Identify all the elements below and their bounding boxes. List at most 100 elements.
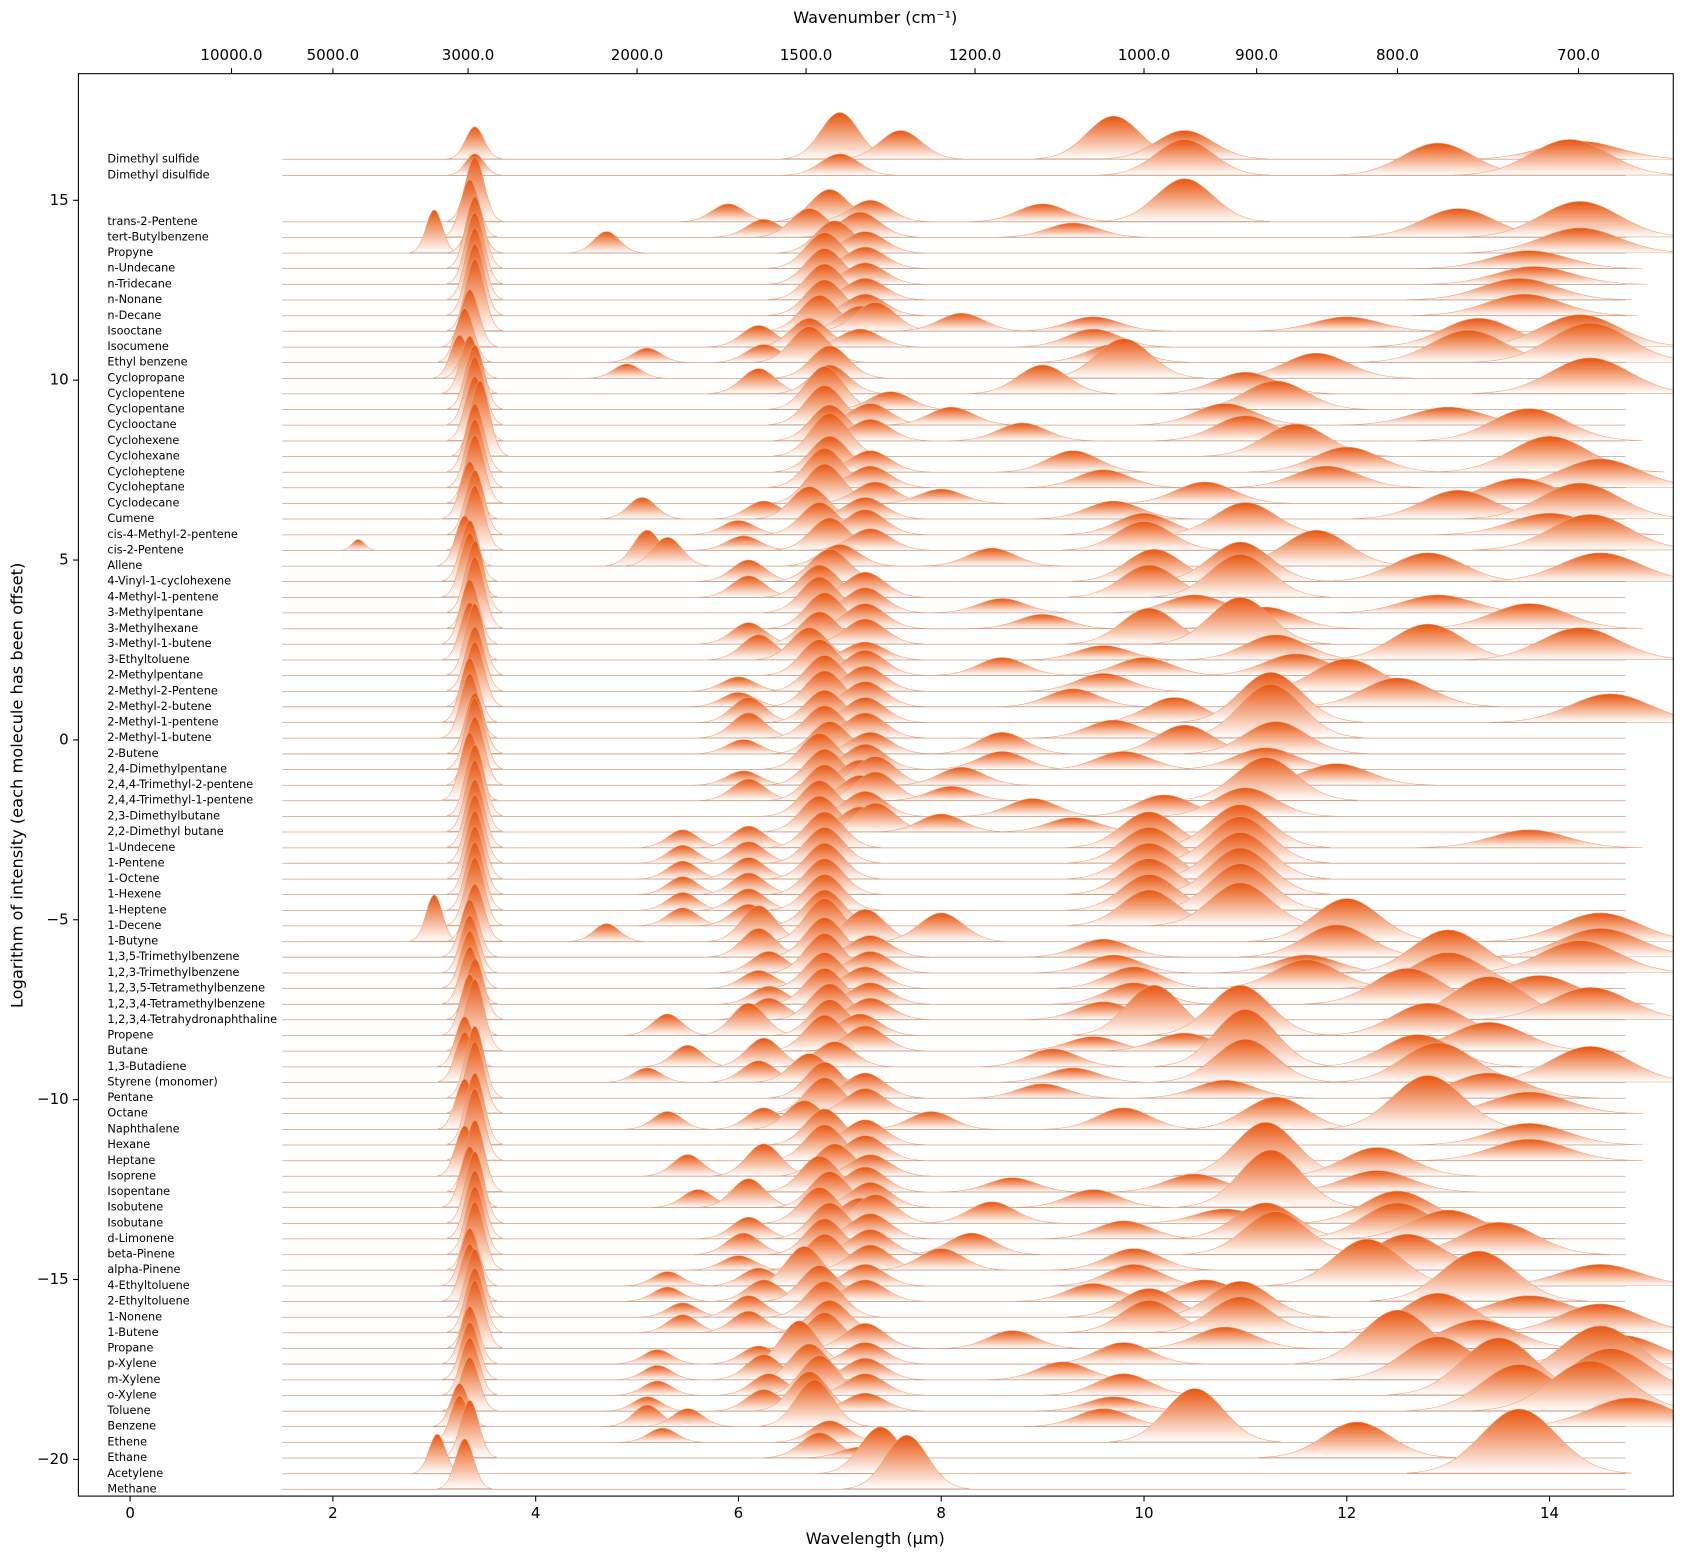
peak (1415, 829, 1643, 848)
series-label: Butane (107, 1043, 147, 1057)
spectrum (282, 1075, 1626, 1130)
peak (623, 1271, 712, 1287)
peak (698, 559, 799, 582)
x2-tick-label: 1200.0 (949, 46, 1002, 64)
series-label: m-Xylene (107, 1372, 160, 1386)
peak (568, 923, 646, 942)
x-tick-label: 2 (328, 1504, 338, 1522)
peak (959, 798, 1106, 817)
series-label: Hexane (107, 1137, 150, 1151)
peak (1024, 645, 1183, 661)
series-label: n-Nonane (107, 292, 162, 306)
series-label: 1-Butyne (107, 934, 158, 948)
series-label: p-Xylene (107, 1356, 156, 1370)
series-label: 4-Ethyltoluene (107, 1278, 189, 1292)
series-label: 2,4,4-Trimethyl-2-pentene (107, 777, 253, 791)
series-label: 1,2,3-Trimethylbenzene (107, 965, 239, 979)
peak (1415, 1123, 1643, 1146)
y-tick-label: 15 (50, 191, 69, 209)
peak (1033, 954, 1194, 974)
series-label: Dimethyl sulfide (107, 151, 199, 165)
spectrum (282, 308, 1674, 363)
series-label: Dimethyl disulfide (107, 167, 209, 181)
series-label: Isoprene (107, 1168, 156, 1182)
peak (1406, 278, 1632, 300)
peak (614, 1365, 701, 1380)
peak (1471, 514, 1674, 551)
peak (1136, 403, 1314, 426)
peak (1471, 1360, 1674, 1411)
series-label: Propyne (107, 245, 153, 259)
series-label: d-Limonene (107, 1231, 174, 1245)
series-label: Propene (107, 1028, 153, 1042)
series-label: cis-2-Pentene (107, 542, 183, 556)
x-tick-label: 6 (734, 1504, 744, 1522)
series-label: trans-2-Pentene (107, 214, 197, 228)
x2-tick-label: 900.0 (1235, 46, 1278, 64)
series-label: Isobutene (107, 1200, 163, 1214)
series-label: Isooctane (107, 323, 162, 337)
peak (1415, 603, 1643, 629)
series-label: 1-Undecene (107, 840, 175, 854)
peak (698, 712, 799, 739)
peak (1462, 627, 1674, 660)
x2-tick-label: 5000.0 (307, 46, 360, 64)
peak (642, 1045, 733, 1067)
y-tick-label: −15 (37, 1270, 69, 1288)
peak (1043, 1107, 1205, 1130)
peak (1150, 554, 1331, 598)
peak (950, 422, 1095, 442)
peak (828, 391, 953, 410)
y-tick-label: 5 (59, 550, 69, 568)
series-label: Cyclopropane (107, 370, 184, 384)
peak (1509, 1397, 1674, 1427)
series-label: Cyclooctane (107, 417, 176, 431)
x-tick-label: 12 (1337, 1504, 1356, 1522)
x2-tick-label: 2000.0 (611, 46, 664, 64)
x2-axis-label: Wavenumber (cm⁻¹) (793, 8, 957, 27)
series-label: 4-Vinyl-1-cyclohexene (107, 574, 231, 588)
series-label: 1-Hexene (107, 887, 161, 901)
peak (1117, 481, 1292, 504)
series-label: 1,2,3,4-Tetrahydronaphthaline (107, 1012, 277, 1026)
peak (1490, 693, 1674, 723)
peak (623, 1286, 712, 1302)
series-label: 1,3-Butadiene (107, 1059, 186, 1073)
peak (1415, 1138, 1643, 1161)
peak (1406, 1408, 1632, 1474)
peak (894, 312, 1029, 332)
peak (884, 786, 1018, 801)
peak (1182, 1211, 1369, 1255)
spectrum (282, 258, 1626, 332)
peak (1155, 787, 1336, 817)
series-label: 2-Methyl-2-butene (107, 699, 211, 713)
peak (614, 1349, 701, 1365)
series-label: 1-Octene (107, 871, 159, 885)
peak (1471, 357, 1674, 394)
peak (759, 1379, 870, 1427)
peak (810, 200, 931, 222)
series-label: 1-Butene (107, 1325, 158, 1339)
peak (1061, 657, 1227, 676)
peak (1182, 721, 1369, 754)
x-tick-label: 4 (531, 1504, 541, 1522)
series-label: 1-Heptene (107, 902, 166, 916)
peak (619, 1427, 706, 1443)
peak (605, 1396, 690, 1412)
x2-tick-label: 700.0 (1557, 46, 1600, 64)
peak (586, 363, 668, 379)
peak (1099, 139, 1270, 176)
peak (409, 209, 459, 253)
series-label: 3-Methylhexane (107, 621, 198, 635)
peak (968, 614, 1117, 629)
spectrum (282, 1031, 1674, 1083)
peak (968, 1083, 1117, 1099)
series-label: Styrene (monomer) (107, 1074, 217, 1088)
spectrum (282, 1388, 1626, 1443)
peak (1420, 266, 1649, 285)
series-label: tert-Butylbenzene (107, 229, 208, 243)
peak (689, 676, 788, 692)
peak (1178, 1149, 1364, 1208)
peak (1015, 328, 1172, 348)
peak (623, 537, 712, 567)
